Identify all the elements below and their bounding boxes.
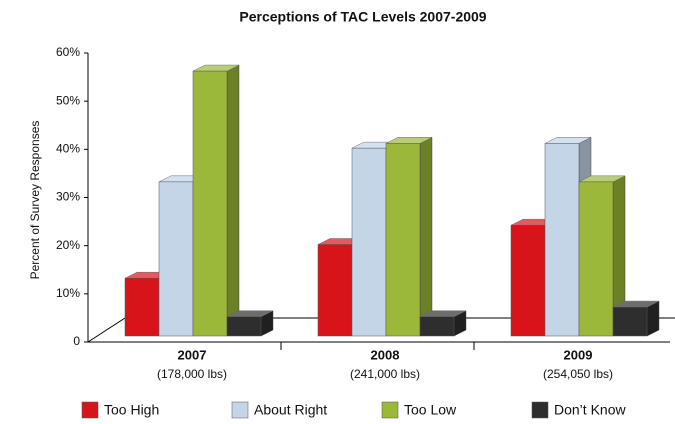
bar-top-shade bbox=[545, 137, 591, 144]
bar bbox=[226, 316, 262, 337]
bar-side-shade bbox=[420, 137, 432, 336]
legend-swatch bbox=[231, 401, 249, 419]
x-tick-label: 2008 bbox=[371, 347, 400, 362]
bar-top-shade bbox=[579, 175, 625, 182]
bar-top-shade bbox=[613, 301, 659, 308]
y-axis-label: Percent of Survey Responses bbox=[28, 121, 42, 280]
bar bbox=[385, 143, 421, 337]
legend-label: About Right bbox=[254, 402, 327, 418]
legend-label: Too Low bbox=[404, 402, 457, 418]
chart-title: Perceptions of TAC Levels 2007-2009 bbox=[239, 9, 486, 25]
bar-top-shade bbox=[386, 137, 432, 144]
bar bbox=[124, 277, 160, 337]
bar-side-shade bbox=[613, 175, 625, 336]
legend-label: Too High bbox=[104, 402, 159, 418]
bar bbox=[158, 181, 194, 337]
x-tick-note: (178,000 lbs) bbox=[157, 367, 227, 381]
bar bbox=[351, 147, 387, 337]
bar-side-shade bbox=[227, 65, 239, 336]
bar bbox=[578, 181, 614, 337]
y-tick-label: 20% bbox=[56, 238, 80, 252]
y-tick-label: 0 bbox=[73, 334, 80, 348]
bar-top-shade bbox=[227, 310, 273, 317]
y-tick-label: 50% bbox=[56, 93, 80, 107]
bar-side-shade bbox=[647, 301, 659, 336]
x-tick-note: (241,000 lbs) bbox=[350, 367, 420, 381]
bar-side-shade bbox=[261, 310, 273, 336]
x-tick-note: (254,050 lbs) bbox=[543, 367, 613, 381]
y-tick-label: 10% bbox=[56, 286, 80, 300]
y-tick-label: 40% bbox=[56, 142, 80, 156]
bar-side-shade bbox=[454, 310, 466, 336]
legend-swatch bbox=[81, 401, 99, 419]
bar bbox=[419, 316, 455, 337]
legend-swatch bbox=[381, 401, 399, 419]
bar bbox=[544, 143, 580, 337]
bar bbox=[317, 244, 353, 337]
legend-swatch bbox=[531, 401, 549, 419]
bar-top-shade bbox=[420, 310, 466, 317]
floor-edge bbox=[87, 317, 126, 343]
x-tick-label: 2007 bbox=[178, 347, 207, 362]
bar bbox=[612, 306, 648, 337]
y-tick-label: 60% bbox=[56, 45, 80, 59]
x-tick-label: 2009 bbox=[564, 347, 593, 362]
legend-label: Don’t Know bbox=[554, 402, 626, 418]
bar bbox=[192, 70, 228, 337]
y-tick-label: 30% bbox=[56, 190, 80, 204]
bar bbox=[510, 224, 546, 337]
bar-top-shade bbox=[193, 65, 239, 72]
